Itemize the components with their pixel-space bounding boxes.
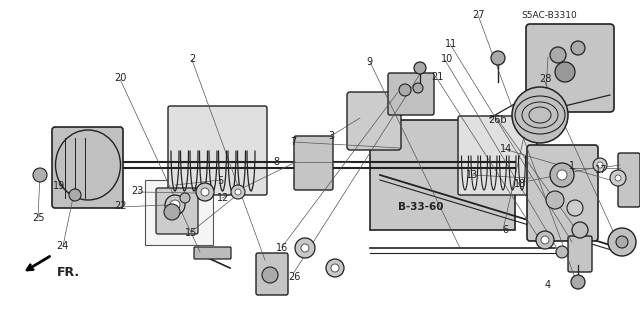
Circle shape — [69, 189, 81, 201]
FancyBboxPatch shape — [526, 24, 614, 112]
Circle shape — [572, 222, 588, 238]
Circle shape — [33, 168, 47, 182]
Text: 2: 2 — [189, 54, 195, 64]
Text: 9: 9 — [367, 57, 373, 68]
Bar — [145, 180, 213, 245]
Text: 5: 5 — [218, 176, 224, 186]
Text: 3: 3 — [328, 131, 335, 141]
Text: 6: 6 — [502, 225, 509, 236]
Circle shape — [557, 170, 567, 180]
Circle shape — [295, 238, 315, 258]
Circle shape — [331, 264, 339, 272]
FancyBboxPatch shape — [568, 236, 592, 272]
Text: 7: 7 — [290, 137, 296, 148]
FancyBboxPatch shape — [388, 73, 434, 115]
FancyBboxPatch shape — [168, 106, 267, 195]
Circle shape — [231, 185, 245, 199]
Text: 12: 12 — [216, 193, 229, 203]
FancyBboxPatch shape — [194, 247, 231, 259]
Text: FR.: FR. — [56, 266, 79, 278]
Circle shape — [541, 236, 549, 244]
Text: 13: 13 — [466, 170, 479, 180]
Circle shape — [593, 158, 607, 172]
Circle shape — [326, 259, 344, 277]
Text: 15: 15 — [184, 228, 197, 238]
FancyBboxPatch shape — [347, 92, 401, 150]
Text: 25: 25 — [32, 212, 45, 223]
Text: 14: 14 — [499, 144, 512, 154]
Circle shape — [164, 204, 180, 220]
Circle shape — [571, 275, 585, 289]
Circle shape — [546, 191, 564, 209]
FancyBboxPatch shape — [618, 153, 640, 207]
Circle shape — [616, 236, 628, 248]
Circle shape — [556, 246, 568, 258]
Circle shape — [180, 193, 190, 203]
Circle shape — [399, 84, 411, 96]
Text: S5AC-B3310: S5AC-B3310 — [521, 11, 577, 20]
Text: 20: 20 — [114, 73, 127, 84]
Circle shape — [597, 162, 603, 168]
Text: 21: 21 — [431, 72, 444, 82]
Text: 26b: 26b — [488, 115, 508, 125]
Circle shape — [608, 228, 636, 256]
Circle shape — [555, 62, 575, 82]
Text: 26: 26 — [288, 272, 301, 282]
Text: 1: 1 — [568, 161, 575, 172]
Circle shape — [571, 41, 585, 55]
FancyBboxPatch shape — [294, 136, 333, 190]
Circle shape — [615, 175, 621, 181]
Text: 10: 10 — [440, 54, 453, 64]
Circle shape — [301, 244, 309, 252]
Text: B-33-60: B-33-60 — [398, 202, 444, 212]
Circle shape — [512, 87, 568, 143]
Text: 17: 17 — [595, 164, 608, 175]
Circle shape — [567, 200, 583, 216]
Text: 8: 8 — [273, 156, 280, 167]
Text: 22: 22 — [114, 201, 127, 212]
Circle shape — [196, 183, 214, 201]
FancyBboxPatch shape — [156, 188, 198, 234]
Text: 4: 4 — [544, 280, 550, 290]
FancyBboxPatch shape — [256, 253, 288, 295]
Circle shape — [165, 195, 185, 215]
Text: 16: 16 — [276, 243, 289, 253]
Text: 23: 23 — [131, 186, 144, 196]
FancyBboxPatch shape — [527, 145, 598, 241]
Circle shape — [491, 51, 505, 65]
FancyBboxPatch shape — [52, 127, 123, 208]
Bar — [370, 120, 515, 230]
FancyBboxPatch shape — [458, 116, 537, 195]
Circle shape — [235, 189, 241, 195]
Circle shape — [413, 83, 423, 93]
Circle shape — [550, 163, 574, 187]
Circle shape — [201, 188, 209, 196]
Text: 19: 19 — [53, 180, 66, 191]
Text: 11: 11 — [445, 39, 458, 49]
Circle shape — [262, 267, 278, 283]
Text: 28: 28 — [540, 74, 552, 84]
Circle shape — [414, 62, 426, 74]
Text: 18: 18 — [513, 179, 526, 189]
Circle shape — [610, 170, 626, 186]
Circle shape — [550, 47, 566, 63]
Circle shape — [536, 231, 554, 249]
Text: 24: 24 — [56, 241, 69, 251]
Text: 27: 27 — [472, 10, 485, 20]
Circle shape — [170, 200, 180, 210]
